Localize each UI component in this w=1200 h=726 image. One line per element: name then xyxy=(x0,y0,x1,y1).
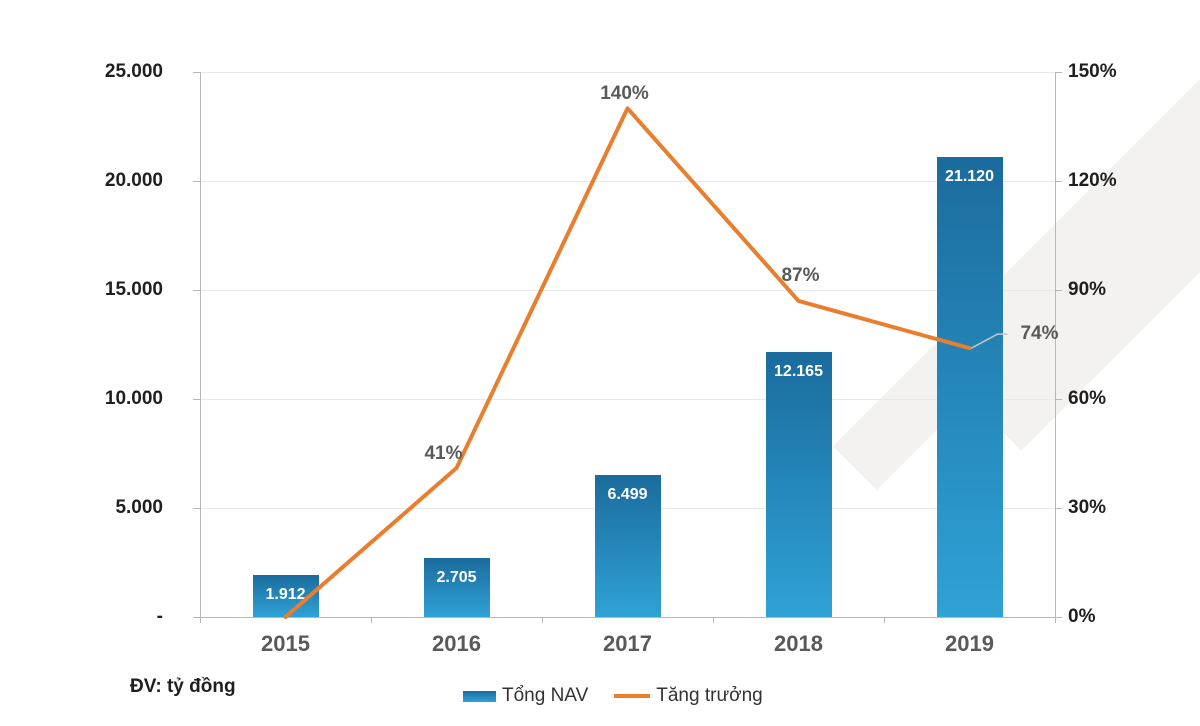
line-point-label: 87% xyxy=(781,264,820,286)
right-axis-tick xyxy=(1055,72,1062,73)
x-axis-tick xyxy=(884,617,885,623)
right-axis-tick xyxy=(1055,617,1062,618)
y-axis-line-left xyxy=(200,72,201,623)
bar xyxy=(936,156,1003,617)
left-axis-tick xyxy=(193,617,200,618)
right-axis-tick xyxy=(1055,290,1062,291)
x-axis-line xyxy=(193,617,1062,618)
right-axis-tick-label: 60% xyxy=(1068,388,1107,409)
right-axis-tick-label: 30% xyxy=(1068,497,1107,518)
legend-bar-swatch-icon xyxy=(463,690,496,702)
x-axis-tick xyxy=(542,617,543,623)
bar-value-label: 21.120 xyxy=(945,167,994,185)
bar-value-label: 1.912 xyxy=(265,586,306,604)
category-label: 2018 xyxy=(774,631,823,656)
gridline xyxy=(200,72,1055,73)
right-axis-tick-label: 150% xyxy=(1068,61,1117,82)
category-label: 2019 xyxy=(945,631,994,656)
gridline xyxy=(200,399,1055,400)
category-label: 2017 xyxy=(603,631,652,656)
right-axis-tick xyxy=(1055,399,1062,400)
bar-value-label: 6.499 xyxy=(607,486,648,504)
right-axis-tick-label: 120% xyxy=(1068,170,1117,191)
left-axis-tick xyxy=(193,399,200,400)
legend-line-label: Tăng trưởng xyxy=(656,685,763,706)
category-label: 2016 xyxy=(432,631,481,656)
left-axis-tick-label: 25.000 xyxy=(104,61,163,82)
left-axis-tick xyxy=(193,290,200,291)
left-axis-tick-label: 5.000 xyxy=(115,497,163,518)
x-axis-tick xyxy=(371,617,372,623)
gridline xyxy=(200,181,1055,182)
line-point-label: 140% xyxy=(600,83,649,105)
x-axis-tick xyxy=(200,617,201,623)
category-label: 2015 xyxy=(261,631,310,656)
bar-value-label: 2.705 xyxy=(436,569,477,587)
right-axis-tick-label: 90% xyxy=(1068,279,1107,300)
line-point-label: 41% xyxy=(424,443,463,465)
left-axis-tick xyxy=(193,72,200,73)
legend-line-swatch-icon xyxy=(614,694,651,698)
chart-legend: Tổng NAV Tăng trưởng xyxy=(463,683,763,709)
gridline xyxy=(200,290,1055,291)
right-axis-tick-label: 0% xyxy=(1068,606,1096,627)
right-axis-tick xyxy=(1055,181,1062,182)
right-axis-tick xyxy=(1055,508,1062,509)
left-axis-tick-label: 20.000 xyxy=(104,170,163,191)
y-axis-line-right xyxy=(1055,72,1056,617)
x-axis-tick xyxy=(1055,617,1056,623)
left-axis-tick-label: - xyxy=(156,606,163,627)
left-axis-tick-label: 10.000 xyxy=(104,388,163,409)
left-axis-tick xyxy=(193,508,200,509)
bar-value-label: 12.165 xyxy=(774,362,823,380)
bar xyxy=(765,351,832,617)
legend-bar-label: Tổng NAV xyxy=(502,685,589,706)
x-axis-tick xyxy=(713,617,714,623)
line-point-label: 74% xyxy=(1020,323,1059,345)
unit-note: ĐV: tỷ đồng xyxy=(130,676,236,697)
left-axis-tick xyxy=(193,181,200,182)
left-axis-tick-label: 15.000 xyxy=(104,279,163,300)
